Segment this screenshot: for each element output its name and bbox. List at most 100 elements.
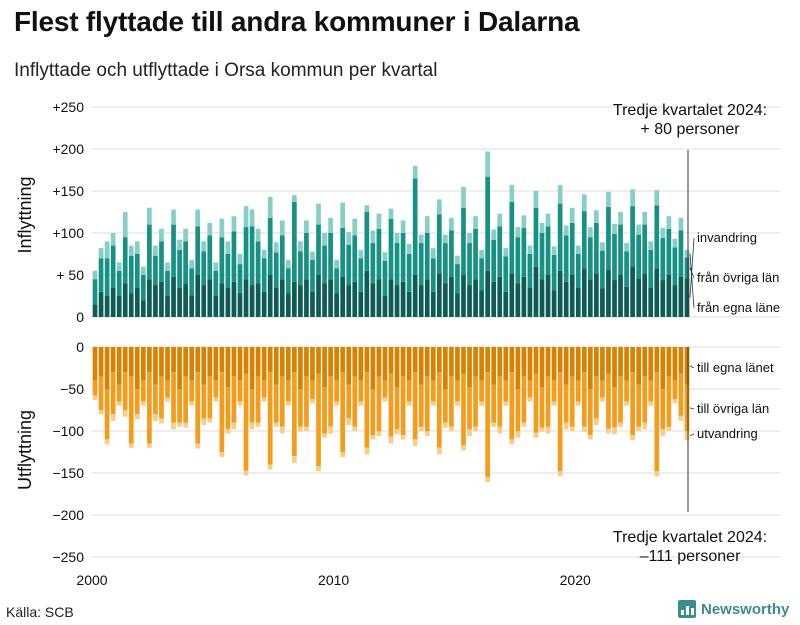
in-bar-local — [183, 283, 188, 317]
out-bar-foreign — [128, 443, 134, 448]
out-bar-other — [503, 380, 509, 402]
series-label: till övriga län — [697, 401, 769, 416]
out-bar-foreign — [545, 426, 551, 434]
in-bar-other — [165, 270, 170, 296]
out-bar-local — [382, 347, 388, 381]
x-tick-label: 2020 — [560, 572, 591, 588]
out-bar-local — [207, 347, 213, 377]
in-bar-foreign — [642, 212, 648, 225]
in-bar-foreign — [575, 245, 581, 254]
out-bar-local — [473, 347, 478, 377]
in-bar-other — [636, 234, 642, 279]
out-bar-other — [382, 380, 388, 398]
y-tick-label: +150 — [52, 183, 84, 199]
in-bar-local — [285, 293, 291, 317]
out-bar-foreign — [449, 426, 454, 431]
in-bar-foreign — [678, 217, 684, 231]
in-bar-other — [545, 226, 551, 275]
out-bar-other — [412, 372, 418, 440]
in-bar-foreign — [267, 196, 273, 218]
in-bar-other — [672, 247, 678, 286]
out-bar-foreign — [394, 429, 400, 435]
in-bar-foreign — [485, 151, 490, 177]
out-bar-other — [660, 389, 666, 430]
in-bar-other — [660, 238, 666, 281]
in-bar-foreign — [370, 230, 376, 244]
out-bar-local — [443, 347, 448, 389]
out-bar-foreign — [255, 422, 261, 427]
in-bar-other — [388, 218, 394, 280]
in-bar-foreign — [509, 185, 515, 202]
out-bar-other — [473, 376, 478, 427]
out-bar-foreign — [364, 447, 370, 455]
in-bar-other — [285, 268, 291, 294]
out-bar-local — [249, 347, 255, 389]
series-label: från egna läne — [697, 300, 780, 315]
out-bar-foreign — [110, 414, 116, 421]
out-bar-local — [660, 347, 666, 389]
out-bar-other — [231, 376, 237, 423]
in-bar-local — [618, 275, 623, 317]
out-bar-foreign — [648, 401, 654, 406]
in-bar-local — [515, 283, 521, 317]
out-bar-local — [497, 347, 503, 377]
in-bar-other — [334, 268, 339, 294]
in-bar-local — [376, 279, 382, 317]
in-bar-local — [485, 270, 490, 317]
in-bar-foreign — [304, 220, 309, 233]
in-bar-other — [382, 260, 388, 296]
out-bar-foreign — [352, 426, 358, 431]
in-bar-local — [575, 287, 581, 317]
out-bar-other — [479, 380, 484, 402]
out-bar-local — [243, 347, 249, 374]
in-bar-foreign — [98, 248, 104, 259]
out-bar-other — [563, 384, 569, 423]
in-bar-foreign — [364, 205, 370, 212]
in-bar-local — [630, 266, 635, 317]
in-bar-local — [322, 283, 327, 317]
out-bar-other — [267, 372, 273, 465]
out-bar-foreign — [340, 452, 346, 458]
out-bar-local — [600, 347, 605, 381]
out-bar-other — [485, 372, 490, 478]
out-bar-local — [292, 347, 297, 373]
in-bar-local — [225, 287, 231, 317]
out-bar-local — [485, 347, 490, 373]
out-bar-foreign — [273, 422, 279, 427]
out-bar-local — [171, 347, 176, 373]
in-bar-foreign — [388, 208, 394, 219]
series-label: från övriga län — [697, 270, 779, 285]
in-bar-other — [352, 235, 358, 282]
in-bar-foreign — [189, 259, 195, 269]
in-bar-other — [606, 206, 611, 270]
out-bar-local — [418, 347, 424, 385]
out-bar-local — [165, 347, 170, 381]
out-bar-other — [304, 376, 309, 427]
in-bar-foreign — [551, 246, 557, 255]
in-bar-local — [612, 280, 617, 317]
in-bar-foreign — [273, 242, 279, 253]
in-bar-local — [213, 296, 219, 317]
in-bar-other — [298, 251, 303, 286]
in-bar-other — [153, 255, 158, 286]
in-bar-local — [636, 278, 642, 317]
in-bar-other — [376, 228, 382, 280]
in-bar-local — [424, 279, 430, 317]
out-bar-foreign — [177, 422, 182, 427]
in-bar-foreign — [473, 216, 478, 229]
out-bar-foreign — [612, 427, 617, 435]
series-leader-line — [689, 365, 695, 369]
out-bar-foreign — [237, 401, 243, 406]
y-tick-label: +200 — [52, 141, 84, 157]
out-bar-local — [388, 347, 394, 374]
out-bar-other — [116, 384, 122, 402]
out-bar-other — [104, 389, 110, 440]
in-bar-local — [153, 285, 158, 317]
series-label: invandring — [697, 230, 757, 245]
out-bar-other — [533, 373, 539, 433]
in-bar-other — [557, 203, 563, 271]
in-bar-foreign — [334, 259, 339, 269]
in-bar-local — [388, 279, 394, 317]
out-bar-other — [436, 372, 442, 448]
out-bar-local — [545, 347, 551, 377]
